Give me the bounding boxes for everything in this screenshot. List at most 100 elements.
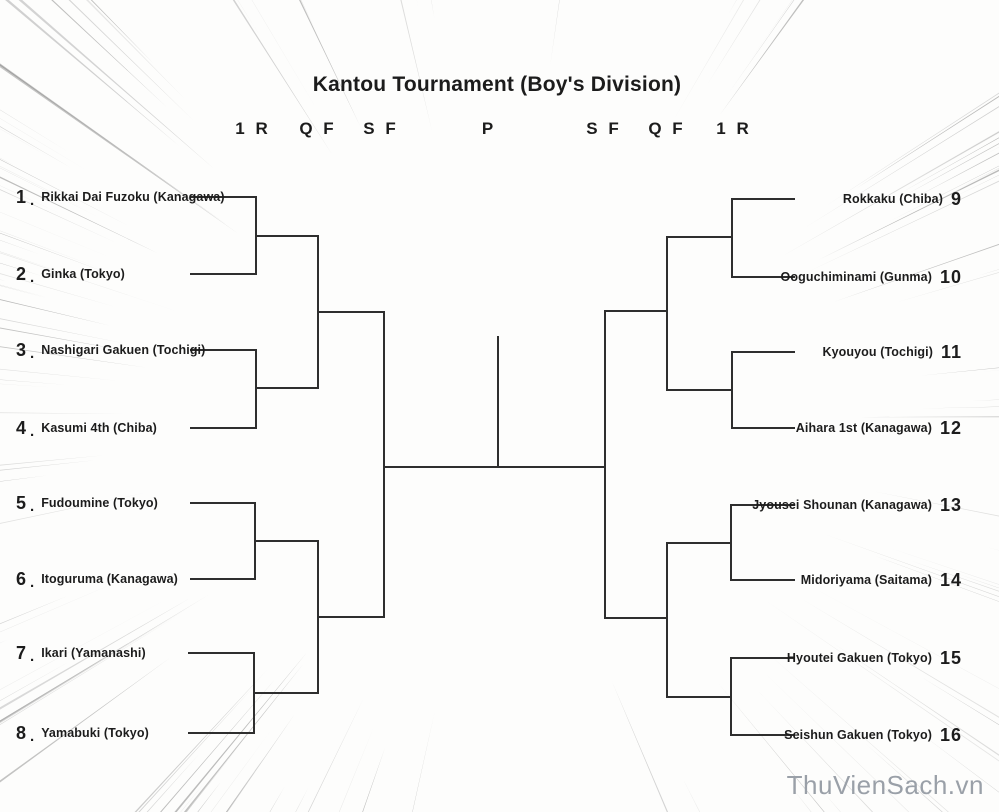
bracket-line bbox=[731, 276, 795, 278]
seed-dot: . bbox=[30, 728, 35, 745]
seed-dot: . bbox=[30, 423, 35, 440]
seed-dot: . bbox=[30, 345, 35, 362]
team-name: Rokkaku (Chiba) bbox=[842, 192, 943, 206]
round-label-sf-right: S F bbox=[586, 119, 622, 138]
team-seed: 8 bbox=[16, 722, 28, 743]
team-name: Midoriyama (Saitama) bbox=[800, 573, 932, 587]
team-row-left-2: 2. Ginka (Tokyo) bbox=[16, 262, 125, 287]
team-row-left-6: 6. Itoguruma (Kanagawa) bbox=[16, 567, 178, 592]
team-name: Rikkai Dai Fuzoku (Kanagawa) bbox=[41, 190, 225, 204]
team-name: Kasumi 4th (Chiba) bbox=[41, 421, 157, 435]
team-row-left-3: 3. Nashigari Gakuen (Tochigi) bbox=[16, 338, 206, 363]
team-seed: 6 bbox=[16, 568, 28, 589]
team-row-right-15: Hyoutei Gakuen (Tokyo) 15 bbox=[787, 646, 962, 670]
bracket-line bbox=[255, 235, 319, 237]
bracket-line bbox=[190, 427, 257, 429]
team-seed: 10 bbox=[939, 266, 962, 287]
team-name: Hyoutei Gakuen (Tokyo) bbox=[786, 651, 932, 665]
team-seed: 12 bbox=[939, 417, 962, 438]
bracket-line bbox=[317, 311, 385, 313]
team-name: Ikari (Yamanashi) bbox=[41, 646, 146, 660]
bracket-line bbox=[667, 389, 733, 391]
round-label-final: P bbox=[481, 119, 497, 138]
bracket-line bbox=[253, 692, 319, 694]
bracket-line bbox=[730, 734, 795, 736]
bracket-line bbox=[666, 542, 668, 698]
team-row-right-13: Jyousei Shounan (Kanagawa) 13 bbox=[752, 493, 962, 517]
bracket-line bbox=[604, 310, 606, 619]
team-seed: 14 bbox=[939, 569, 962, 590]
team-name: Seishun Gakuen (Tokyo) bbox=[784, 728, 932, 742]
bracket-line bbox=[190, 349, 257, 351]
team-seed: 15 bbox=[939, 647, 962, 668]
bracket-line bbox=[667, 236, 733, 238]
bracket-line bbox=[604, 617, 668, 619]
team-seed: 5 bbox=[16, 492, 28, 513]
team-row-right-14: Midoriyama (Saitama) 14 bbox=[801, 568, 962, 592]
team-seed: 3 bbox=[16, 339, 28, 360]
team-name: Aihara 1st (Kanagawa) bbox=[795, 421, 932, 435]
bracket-line bbox=[731, 427, 795, 429]
seed-dot: . bbox=[30, 192, 35, 209]
page-title: Kantou Tournament (Boy's Division) bbox=[312, 73, 682, 96]
team-seed: 1 bbox=[16, 186, 28, 207]
bracket-line bbox=[317, 616, 385, 618]
bracket-line bbox=[731, 198, 733, 278]
seed-dot: . bbox=[30, 574, 35, 591]
team-seed: 7 bbox=[16, 642, 28, 663]
bracket-line bbox=[190, 196, 257, 198]
bracket-line bbox=[730, 579, 795, 581]
final-line bbox=[383, 466, 606, 468]
team-row-right-9: Rokkaku (Chiba) 9 bbox=[843, 187, 962, 211]
watermark: ThuVienSach.vn bbox=[786, 770, 984, 800]
team-name: Kyouyou (Tochigi) bbox=[822, 345, 933, 359]
team-name: Jyousei Shounan (Kanagawa) bbox=[752, 498, 932, 512]
team-row-left-7: 7. Ikari (Yamanashi) bbox=[16, 641, 146, 666]
bracket-line bbox=[731, 351, 795, 353]
team-seed: 11 bbox=[940, 341, 962, 362]
seed-dot: . bbox=[30, 498, 35, 515]
seed-dot: . bbox=[30, 269, 35, 286]
team-name: Ooguchiminami (Gunma) bbox=[780, 270, 932, 284]
team-seed: 2 bbox=[16, 263, 28, 284]
team-row-left-4: 4. Kasumi 4th (Chiba) bbox=[16, 416, 157, 441]
team-seed: 13 bbox=[939, 494, 962, 515]
bracket-line bbox=[731, 198, 795, 200]
bracket-line bbox=[190, 273, 257, 275]
team-name: Fudoumine (Tokyo) bbox=[41, 496, 158, 510]
team-name: Ginka (Tokyo) bbox=[41, 267, 125, 281]
bracket-line bbox=[667, 696, 732, 698]
team-row-left-8: 8. Yamabuki (Tokyo) bbox=[16, 721, 149, 746]
round-label-qf-right: Q F bbox=[648, 119, 686, 138]
team-row-right-11: Kyouyou (Tochigi) 11 bbox=[822, 340, 962, 364]
bracket-line bbox=[255, 349, 257, 429]
bracket-line bbox=[190, 578, 256, 580]
team-row-right-12: Aihara 1st (Kanagawa) 12 bbox=[796, 416, 962, 440]
team-row-left-5: 5. Fudoumine (Tokyo) bbox=[16, 491, 158, 516]
round-label-1r-right: 1 R bbox=[716, 119, 752, 138]
bracket-line bbox=[190, 502, 256, 504]
bracket-line bbox=[188, 732, 255, 734]
team-seed: 16 bbox=[939, 724, 962, 745]
bracket-line bbox=[383, 311, 385, 618]
bracket-line bbox=[188, 652, 255, 654]
bracket-line bbox=[667, 542, 732, 544]
bracket-line bbox=[730, 657, 795, 659]
team-seed: 9 bbox=[950, 188, 962, 209]
bracket-line bbox=[255, 387, 319, 389]
bracket-line bbox=[254, 540, 319, 542]
round-label-qf-left: Q F bbox=[299, 119, 337, 138]
round-label-sf-left: S F bbox=[363, 119, 399, 138]
champion-line bbox=[497, 336, 499, 468]
team-row-left-1: 1. Rikkai Dai Fuzoku (Kanagawa) bbox=[16, 185, 225, 210]
team-name: Yamabuki (Tokyo) bbox=[41, 726, 149, 740]
team-row-right-16: Seishun Gakuen (Tokyo) 16 bbox=[784, 723, 962, 747]
team-seed: 4 bbox=[16, 417, 28, 438]
bracket-line bbox=[666, 236, 668, 391]
bracket-line bbox=[730, 504, 795, 506]
team-name: Itoguruma (Kanagawa) bbox=[41, 572, 178, 586]
team-name: Nashigari Gakuen (Tochigi) bbox=[41, 343, 206, 357]
bracket-line bbox=[604, 310, 668, 312]
